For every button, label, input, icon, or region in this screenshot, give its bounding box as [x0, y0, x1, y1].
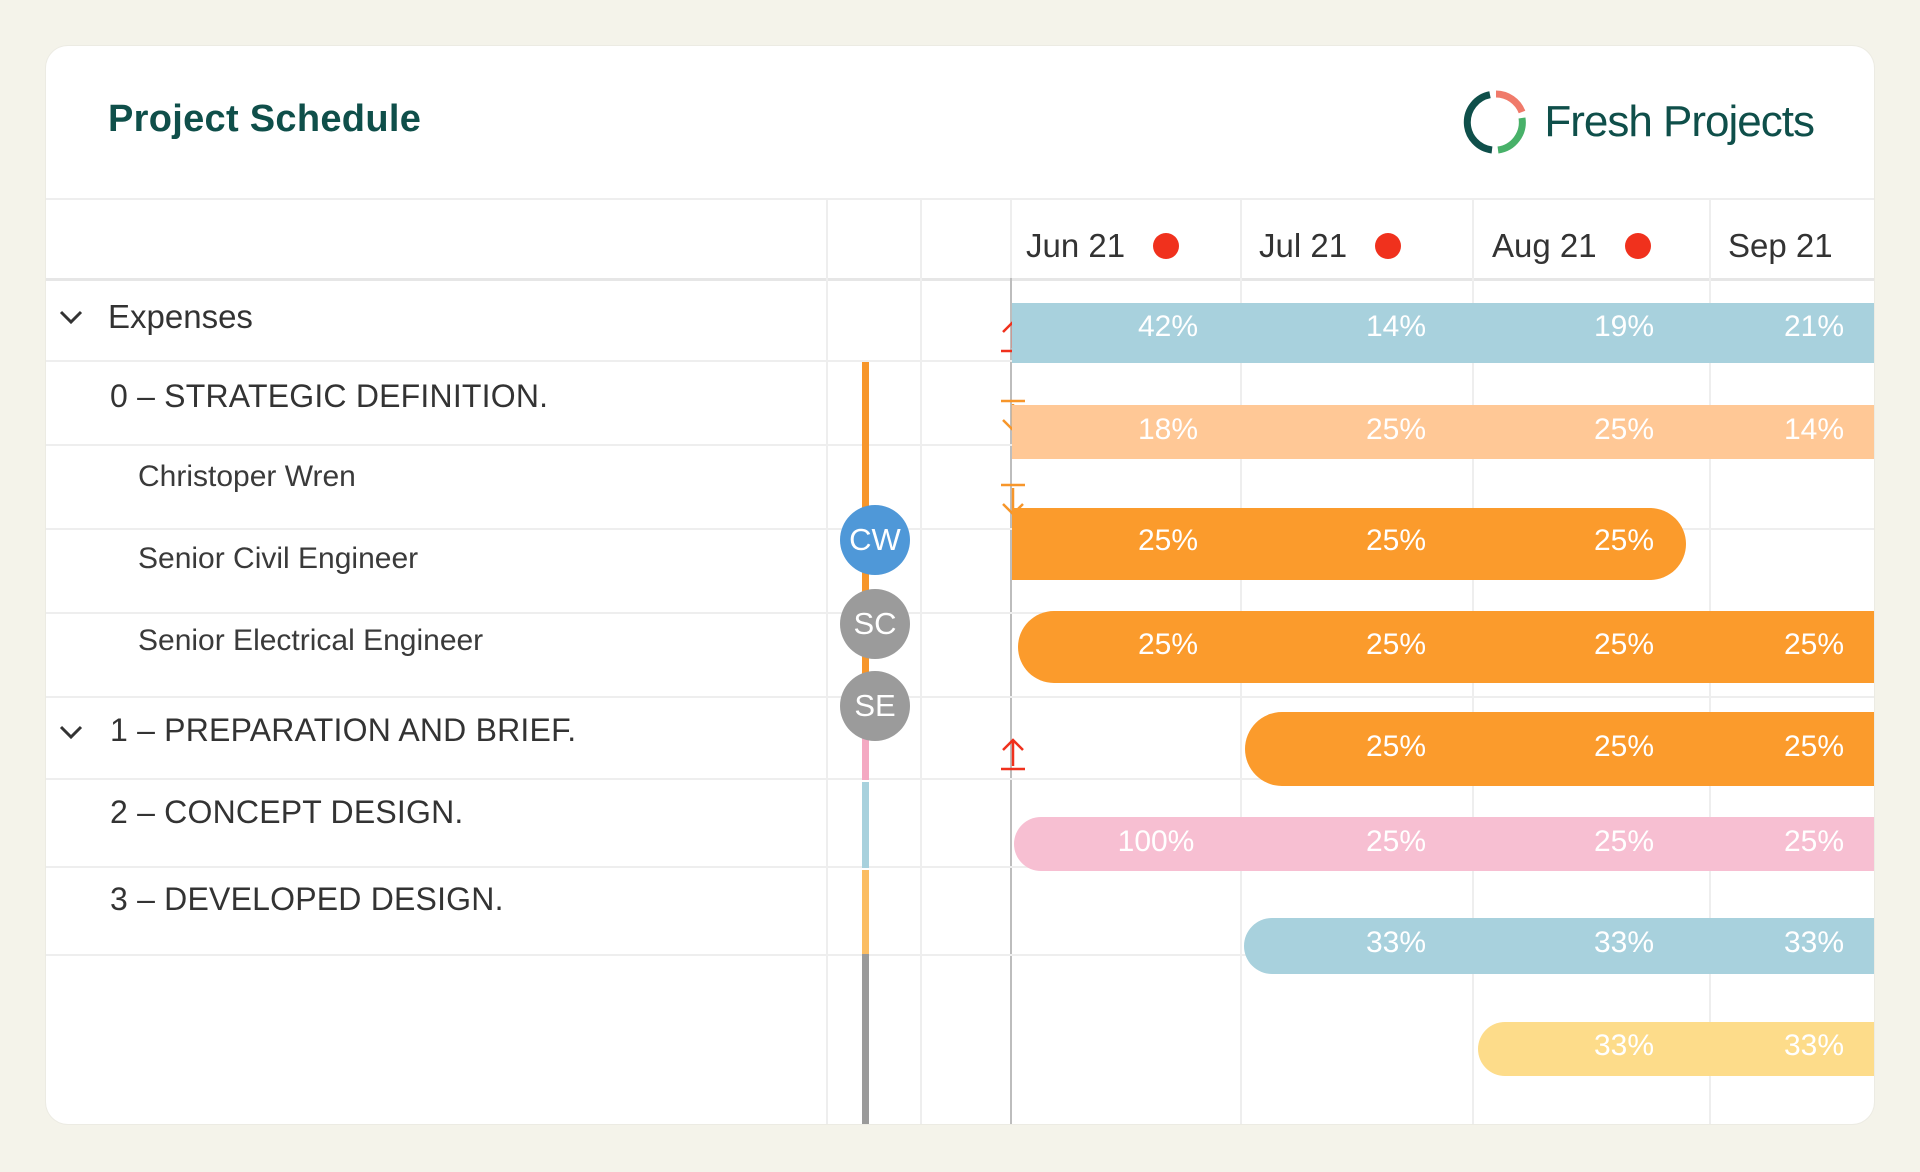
brand-logo: Fresh Projects: [1462, 86, 1815, 158]
table-row[interactable]: [46, 614, 1874, 698]
percent-label: 25%: [1365, 524, 1427, 557]
table-row[interactable]: [46, 698, 1874, 780]
table-row[interactable]: [46, 278, 1874, 362]
row-label-phase: 3 – DEVELOPED DESIGN.: [110, 881, 504, 917]
alert-dot-icon: [1153, 233, 1180, 259]
percent-label: 25%: [1783, 628, 1845, 661]
percent-label: 25%: [1365, 413, 1427, 446]
percent-label: 25%: [1137, 628, 1199, 661]
month-label: Jul 21: [1259, 227, 1348, 264]
month-header-sep[interactable]: Sep 21: [1728, 216, 1833, 276]
percent-label: 25%: [1365, 825, 1427, 858]
phase-color-stripe: [862, 954, 869, 1124]
project-schedule-card: Project Schedule Fresh Projects Jun 21 J…: [46, 46, 1874, 1124]
arrow-up-icon[interactable]: [996, 732, 1030, 772]
table-row[interactable]: [46, 780, 1874, 868]
percent-label: 14%: [1783, 413, 1845, 446]
month-header-jul[interactable]: Jul 21: [1259, 216, 1402, 276]
timeline-bar-resource[interactable]: [1018, 611, 1874, 683]
table-row[interactable]: [46, 362, 1874, 446]
percent-label: 18%: [1137, 413, 1199, 446]
percent-label: 25%: [1365, 730, 1427, 763]
avatar[interactable]: CW: [840, 505, 910, 575]
percent-label: 33%: [1593, 926, 1655, 959]
row-label-expenses: Expenses: [108, 298, 253, 335]
fresh-projects-logo-icon: [1464, 90, 1527, 154]
percent-label: 33%: [1593, 1029, 1655, 1062]
percent-label: 21%: [1783, 310, 1845, 343]
month-label: Aug 21: [1492, 227, 1597, 264]
percent-label: 25%: [1783, 825, 1845, 858]
timeline-bar-resource[interactable]: [1012, 508, 1686, 580]
percent-label: 33%: [1365, 926, 1427, 959]
percent-label: 25%: [1593, 524, 1655, 557]
percent-label: 25%: [1593, 413, 1655, 446]
percent-label: 100%: [1117, 825, 1195, 858]
page-title: Project Schedule: [108, 98, 422, 140]
percent-label: 33%: [1783, 1029, 1845, 1062]
percent-label: 33%: [1783, 926, 1845, 959]
month-header-aug[interactable]: Aug 21: [1492, 216, 1651, 276]
percent-label: 19%: [1593, 310, 1655, 343]
chevron-down-icon[interactable]: [56, 717, 86, 747]
table-row[interactable]: [46, 446, 1874, 530]
percent-label: 25%: [1137, 524, 1199, 557]
timeline-bar-phase-0[interactable]: [1012, 405, 1874, 459]
percent-label: 25%: [1593, 730, 1655, 763]
percent-label: 25%: [1593, 825, 1655, 858]
timeline-bar-phase-1[interactable]: [1014, 817, 1874, 871]
alert-dot-icon: [1624, 233, 1651, 259]
percent-label: 25%: [1593, 628, 1655, 661]
phase-color-stripe: [862, 870, 869, 954]
column-divider: [920, 198, 922, 1124]
month-header-jun[interactable]: Jun 21: [1026, 216, 1180, 276]
timeline-header-row: [46, 198, 1874, 281]
brand-name: Fresh Projects: [1544, 97, 1815, 146]
row-label-phase: 2 – CONCEPT DESIGN.: [110, 794, 464, 830]
timeline-bar-phase-3[interactable]: [1478, 1022, 1874, 1076]
avatar[interactable]: SE: [840, 671, 910, 741]
column-divider: [1010, 198, 1012, 278]
avatar[interactable]: SC: [840, 589, 910, 659]
alert-dot-icon: [1375, 233, 1402, 259]
month-label: Sep 21: [1728, 227, 1833, 264]
table-row[interactable]: [46, 868, 1874, 956]
percent-label: 42%: [1137, 310, 1199, 343]
column-divider: [826, 198, 828, 1124]
row-label-phase: 1 – PREPARATION AND BRIEF.: [110, 712, 577, 748]
row-label-resource: Senior Electrical Engineer: [138, 624, 484, 657]
table-row[interactable]: [46, 530, 1874, 614]
timeline-bar-phase-2[interactable]: [1244, 918, 1874, 974]
timeline-start-line: [1010, 278, 1012, 1124]
percent-label: 14%: [1365, 310, 1427, 343]
phase-color-stripe: [862, 782, 869, 868]
timeline-bar-expenses[interactable]: [1012, 303, 1874, 363]
percent-label: 25%: [1783, 730, 1845, 763]
timeline-bar-resource[interactable]: [1245, 712, 1874, 786]
month-label: Jun 21: [1026, 227, 1126, 264]
chevron-down-icon[interactable]: [56, 302, 86, 332]
percent-label: 25%: [1365, 628, 1427, 661]
row-label-resource: Senior Civil Engineer: [138, 542, 419, 575]
row-label-resource: Christoper Wren: [138, 460, 356, 493]
row-label-phase: 0 – STRATEGIC DEFINITION.: [110, 378, 549, 414]
card-header: Project Schedule Fresh Projects: [46, 46, 1874, 200]
